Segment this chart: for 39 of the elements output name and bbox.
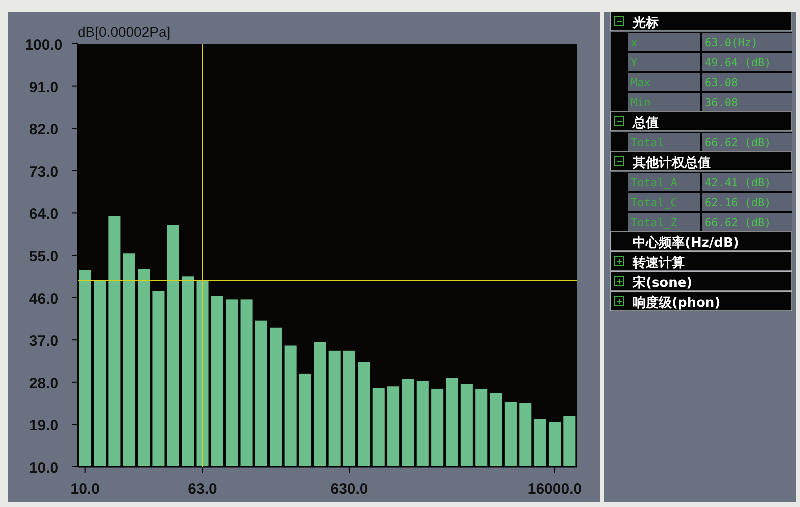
x-tick-label: 10.0 [70,481,100,498]
y-tick-label: 46.0 [29,290,59,308]
y-tick-label: 91.0 [29,79,59,96]
y-tick-label: 19.0 [29,418,59,435]
text: Total_A [631,176,678,190]
text: 36.08 [705,96,738,110]
text: Max [631,76,652,90]
text: 49.64 (dB) [705,56,772,70]
text: 63.0(Hz) [705,36,758,50]
text: Total_Z [631,216,678,230]
text: Total [631,136,664,150]
x-tick-label: 63.0 [188,481,218,498]
y-tick-label: 82.0 [29,122,59,139]
text: 其他计权总值 [632,155,711,171]
y-tick-label: 64.0 [29,206,59,224]
text: 总值 [632,115,659,131]
x-tick-label: 630.0 [330,481,368,498]
text: Min [631,96,651,110]
y-tick-label: 55.0 [29,248,59,266]
text: 63.08 [705,76,738,90]
text: Total_C [631,196,678,210]
text: 中心频率(Hz/dB) [633,235,740,251]
text: 66.62 (dB) [705,136,772,150]
y-axis-title: dB[0.00002Pa] [78,24,171,40]
text: 宋(sone) [632,275,693,291]
text: 转速计算 [632,256,685,271]
y-tick-label: 10.0 [29,460,59,477]
y-tick-label: 73.0 [29,164,59,181]
text: 光标 [632,16,659,31]
text: Y [631,56,638,70]
x-tick-label: 16000.0 [528,481,582,498]
y-tick-label: 28.0 [29,375,59,392]
text: x [631,36,638,50]
text: 响度级(phon) [633,295,721,311]
y-tick-label: 37.0 [29,333,59,350]
text: 66.62 (dB) [705,216,772,230]
text: 42.41 (dB) [705,176,772,190]
y-tick-label: 100.0 [25,37,63,54]
text: 62.16 (dB) [705,196,772,210]
